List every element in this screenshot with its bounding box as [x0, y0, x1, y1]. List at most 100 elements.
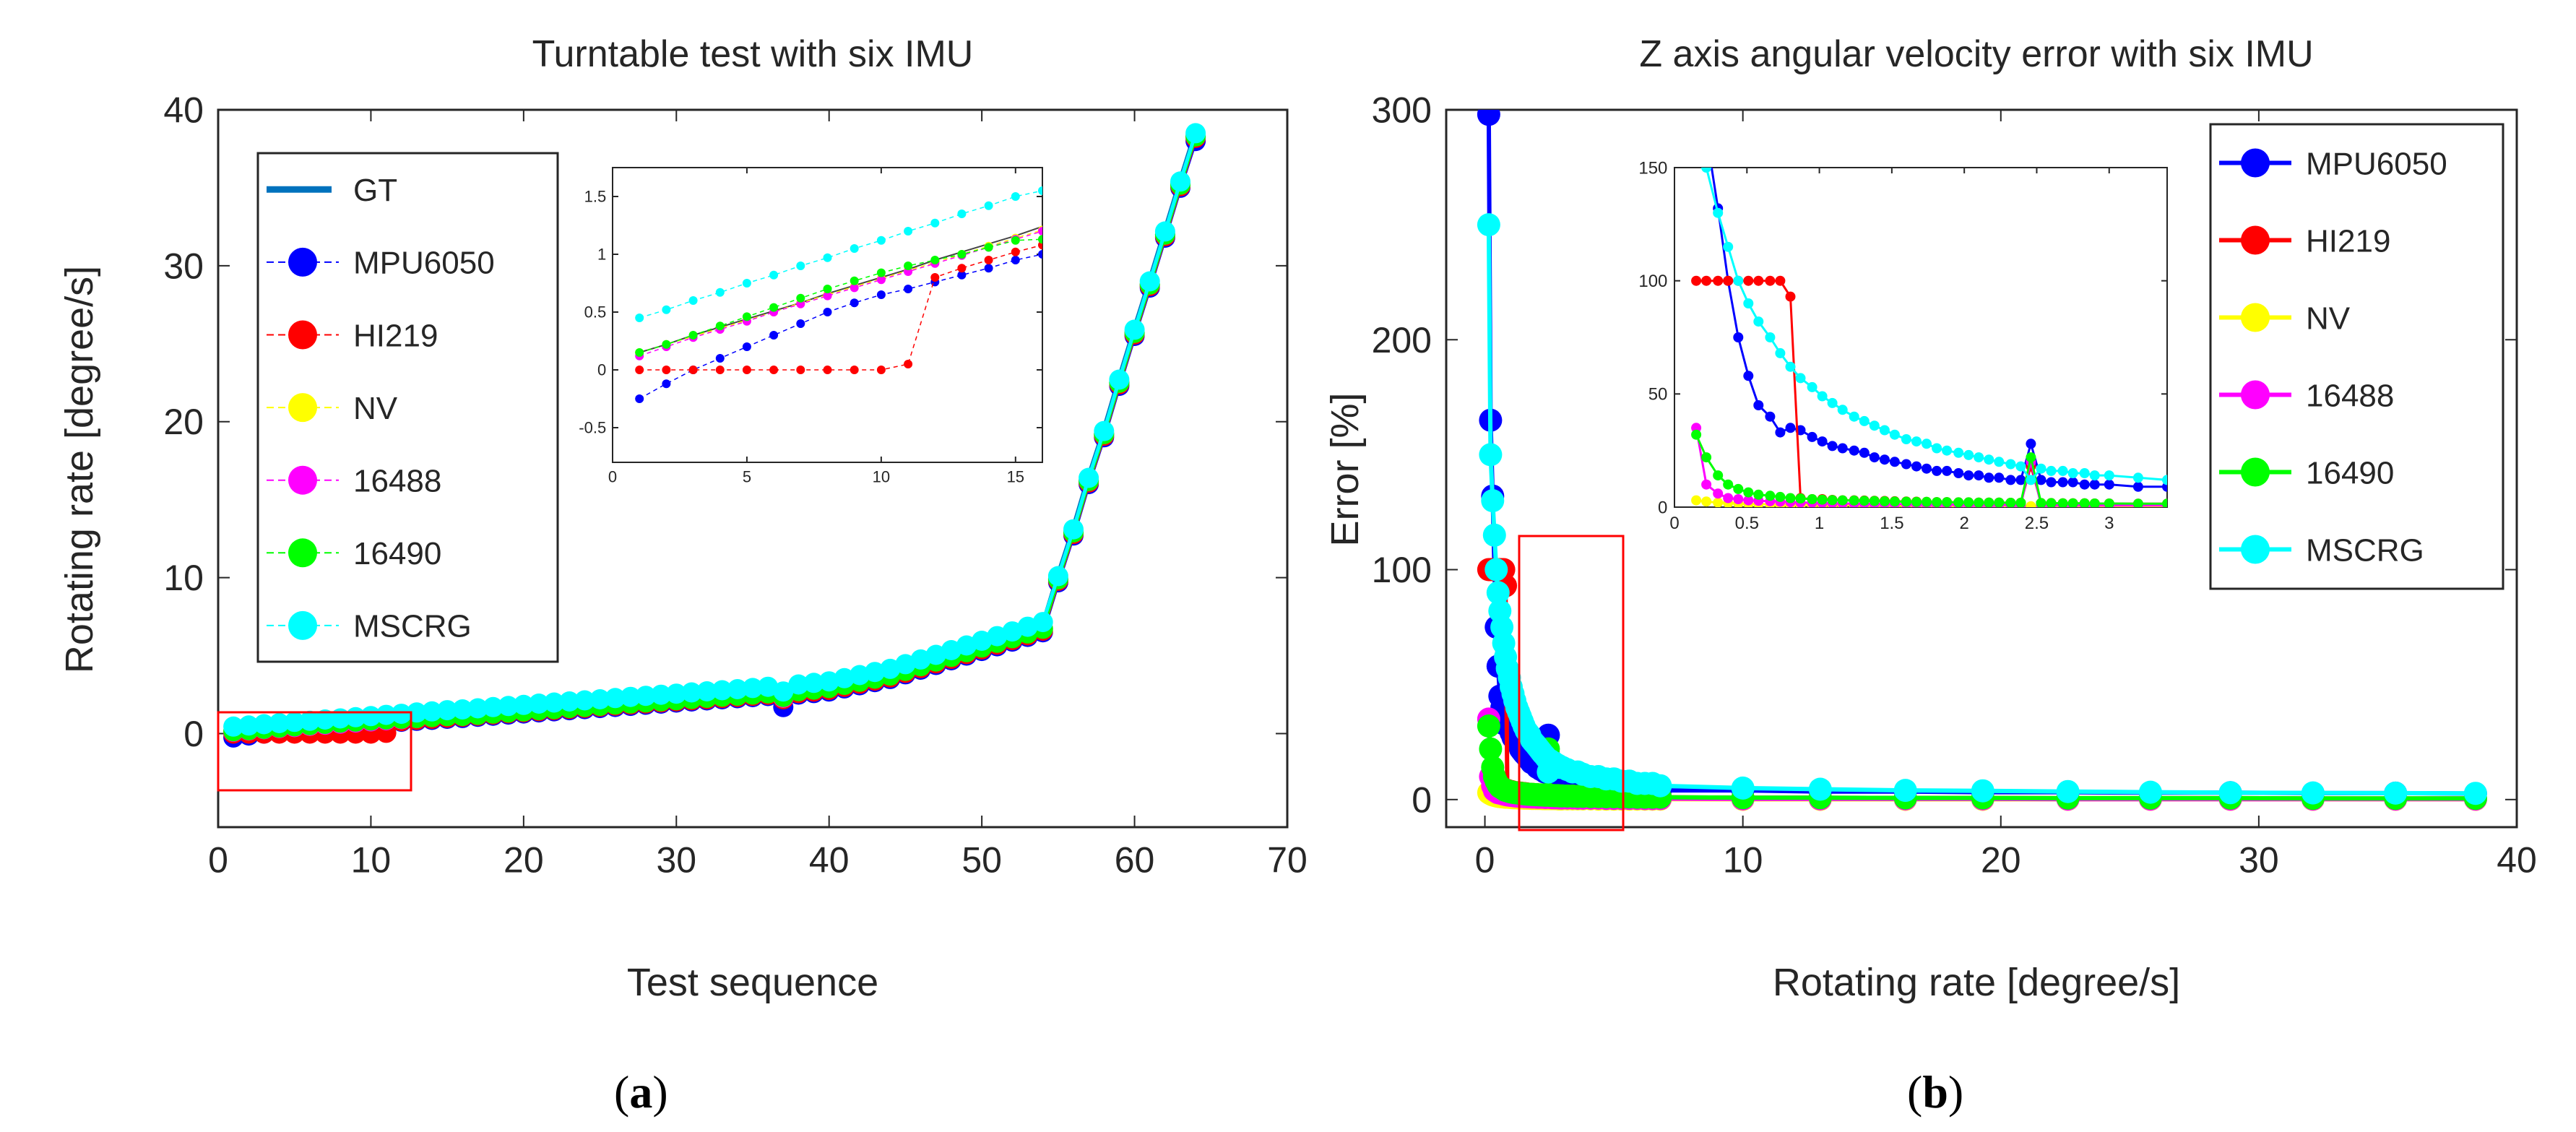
chart-b-legend: MPU6050 HI219 NV 16488 16490 MSCRG [2209, 123, 2504, 590]
b-point-MSCRG [1808, 777, 1832, 801]
bi-point-16488 [1713, 488, 1724, 499]
ai-point-HI219 [850, 366, 859, 374]
bi-point-16490 [1932, 497, 1942, 507]
bi-point-MSCRG [2089, 470, 2100, 481]
chart-b-inset: 0 0.5 1 1.5 2 2.5 3 0 50 100 150 [1638, 158, 2168, 533]
chart-b-inset-series [1691, 168, 2167, 507]
a-point-MSCRG [850, 665, 870, 686]
chart-a-inset-ticks: 0 5 10 15 -0.5 0 0.5 1 1.5 [579, 168, 1042, 486]
a-point-MSCRG [223, 716, 244, 737]
a-point-MSCRG [743, 678, 763, 699]
bi-point-MSCRG [2079, 468, 2090, 478]
bi-xtick-label: 0 [1669, 514, 1679, 533]
ai-point-HI219 [796, 366, 805, 374]
a-point-MSCRG [1047, 566, 1068, 587]
ai-point-16488 [850, 283, 859, 293]
bi-point-16490 [1733, 483, 1744, 494]
bi-point-HI219 [1753, 275, 1764, 286]
ai-line-HI219 [639, 244, 1042, 371]
ai-point-16490 [957, 250, 967, 259]
bi-point-HI219 [1691, 275, 1702, 286]
a-ytick-label: 30 [163, 246, 204, 286]
a-xtick-label: 40 [809, 840, 850, 881]
ai-point-16490 [715, 321, 725, 331]
b-point-MSCRG [2056, 779, 2080, 803]
chart-a-legend: GT MPU6050 HI219 NV 16488 16490 MSCRG [256, 152, 559, 663]
b-legend-label: 16490 [2306, 455, 2394, 491]
a-point-MSCRG [681, 682, 702, 703]
bi-point-16490 [1911, 496, 1922, 507]
bi-point-16490 [1817, 494, 1828, 505]
ai-point-MSCRG [984, 201, 993, 210]
ai-ytick-label: 1 [597, 246, 606, 264]
bi-point-HI219 [1765, 275, 1776, 286]
chart-b-xlabel: Rotating rate [degree/s] [1773, 961, 2180, 1004]
ai-point-16490 [796, 293, 805, 303]
bi-point-16490 [2162, 498, 2167, 507]
bi-point-MSCRG [1901, 434, 1911, 444]
ai-point-HI219 [876, 366, 886, 374]
ai-point-16490 [823, 285, 832, 293]
bi-point-MPU6050 [1733, 332, 1744, 342]
bi-point-MSCRG [1922, 438, 1932, 449]
a-legend-label: NV [353, 391, 398, 426]
ai-point-16490 [662, 340, 671, 349]
chart-a-inset: 0 5 10 15 -0.5 0 0.5 1 1.5 [579, 167, 1043, 486]
b-legend-marker [2241, 225, 2270, 255]
b-xtick-label: 30 [2239, 840, 2279, 881]
bi-point-MPU6050 [2079, 479, 2090, 490]
b-point-16490 [1477, 714, 1500, 738]
a-point-MSCRG [1139, 271, 1160, 292]
a-point-MSCRG [1017, 616, 1038, 637]
bi-point-MSCRG [1911, 436, 1922, 447]
b-point-16490 [1479, 737, 1503, 761]
bi-point-16488 [1733, 494, 1744, 504]
a-ytick-label: 20 [163, 402, 204, 442]
bi-point-MPU6050 [1869, 452, 1880, 463]
a-point-MSCRG [1002, 621, 1023, 642]
bi-point-16490 [1785, 493, 1796, 504]
bi-point-MPU6050 [2067, 477, 2078, 488]
chart-a-zoom-box [217, 711, 412, 792]
a-point-MSCRG [315, 709, 335, 730]
chart-a-title: Turntable test with six IMU [532, 33, 974, 75]
bi-point-MPU6050 [1765, 411, 1776, 422]
b-legend-label: HI219 [2306, 223, 2390, 259]
bi-point-MSCRG [2005, 459, 2016, 470]
bi-point-MSCRG [2132, 472, 2143, 483]
a-legend-marker [288, 465, 317, 495]
chart-b-title: Z axis angular velocity error with six I… [1639, 33, 2313, 75]
b-point-MSCRG [2138, 780, 2162, 804]
ai-line-16490 [639, 238, 1042, 353]
a-legend-label: HI219 [353, 318, 438, 353]
bi-point-16490 [1994, 497, 2005, 507]
a-xtick-label: 20 [503, 840, 544, 881]
bi-point-16490 [1859, 496, 1870, 506]
ai-xtick-label: 0 [608, 468, 617, 486]
bi-point-MPU6050 [1942, 465, 1953, 476]
b-point-MSCRG [1479, 443, 1503, 467]
ai-ytick-label: -0.5 [579, 419, 606, 437]
bi-point-MPU6050 [1953, 468, 1964, 478]
a-xtick-label: 70 [1267, 840, 1308, 881]
bi-xtick-label: 1.5 [1880, 514, 1903, 533]
b-point-MSCRG [1477, 213, 1500, 237]
a-point-MSCRG [299, 710, 320, 731]
bi-point-16488 [1701, 479, 1712, 490]
bi-point-MSCRG [1984, 454, 1994, 465]
a-point-MSCRG [712, 680, 732, 701]
bi-point-MSCRG [1869, 420, 1880, 431]
ai-point-16490 [1011, 236, 1020, 245]
a-xtick-label: 50 [961, 840, 1002, 881]
ai-point-MPU6050 [742, 342, 751, 351]
ai-point-MSCRG [904, 227, 913, 236]
a-legend-label: MPU6050 [353, 246, 495, 281]
panel-b-label: (b) [1907, 1066, 1964, 1118]
bi-point-MSCRG [2104, 470, 2114, 481]
a-legend-marker [288, 610, 317, 640]
bi-point-MPU6050 [1753, 400, 1764, 410]
a-point-MSCRG [1185, 123, 1206, 144]
